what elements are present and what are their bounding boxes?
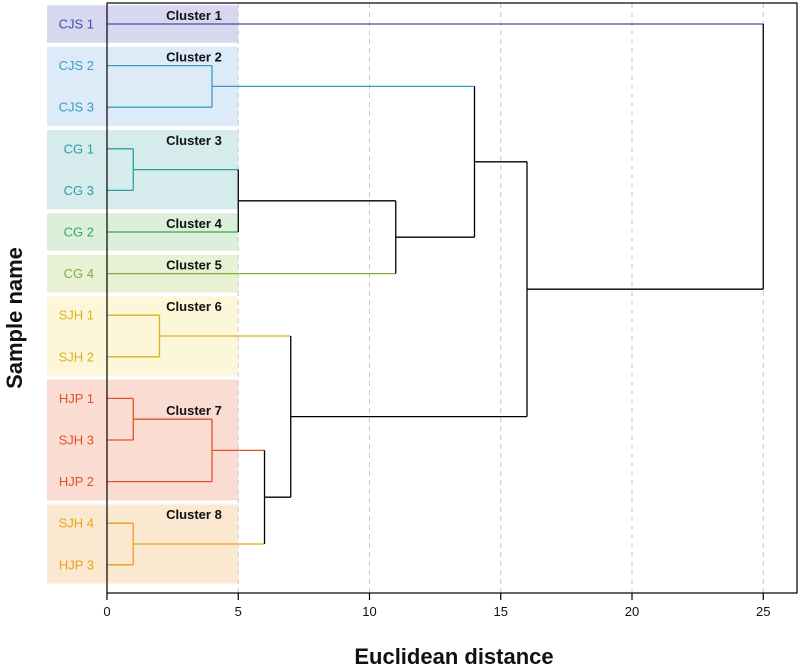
sample-label: CJS 2	[59, 58, 94, 73]
sample-label: CJS 3	[59, 100, 94, 115]
sample-label: CG 4	[64, 266, 94, 281]
x-axis-title: Euclidean distance	[354, 644, 553, 667]
x-tick-label: 5	[235, 604, 242, 619]
plot-frame	[106, 2, 798, 594]
cluster-label-3: Cluster 3	[166, 133, 222, 148]
sample-label: SJH 1	[59, 308, 94, 323]
cluster-background-layer	[47, 5, 239, 584]
dendrogram-tree	[107, 23, 764, 566]
sample-label: HJP 3	[59, 557, 94, 572]
cluster-label-7: Cluster 7	[166, 403, 222, 418]
x-tick-label: 10	[362, 604, 376, 619]
sample-label: SJH 4	[59, 516, 94, 531]
merge-link-12	[290, 161, 528, 418]
merge-link-5	[212, 85, 476, 238]
cluster-label-5: Cluster 5	[166, 258, 222, 273]
sample-label: SJH 3	[59, 433, 94, 448]
sample-label: CG 2	[64, 225, 94, 240]
sample-label: HJP 1	[59, 391, 94, 406]
sample-label: CG 1	[64, 141, 94, 156]
sample-label-layer: CJS 1 CJS 2 CJS 3 CG 1 CG 3 CG 2 CG 4 SJH 1 SJH …	[59, 17, 94, 573]
cluster-band-2	[47, 46, 239, 126]
sample-label: CJS 1	[59, 17, 94, 32]
cluster-label-1: Cluster 1	[166, 8, 222, 23]
cluster-label-layer: Cluster 1 Cluster 2 Cluster 3 Cluster 4 Clus…	[166, 8, 222, 522]
cluster-label-8: Cluster 8	[166, 507, 222, 522]
x-tick-label: 0	[103, 604, 110, 619]
x-tick-label: 15	[494, 604, 508, 619]
cluster-label-4: Cluster 4	[166, 216, 222, 231]
sample-label: SJH 2	[59, 349, 94, 364]
x-tick-label: 25	[756, 604, 770, 619]
sample-label: HJP 2	[59, 474, 94, 489]
x-tick-label: 20	[625, 604, 639, 619]
x-axis: 0 5 10 15 20 25	[103, 593, 770, 619]
sample-label: CG 3	[64, 183, 94, 198]
merge-link-13	[107, 23, 764, 290]
y-axis-title: Sample name	[2, 247, 27, 389]
cluster-label-2: Cluster 2	[166, 50, 222, 65]
grid-layer	[237, 3, 764, 593]
cluster-label-6: Cluster 6	[166, 299, 222, 314]
cluster-band-7	[47, 379, 239, 501]
